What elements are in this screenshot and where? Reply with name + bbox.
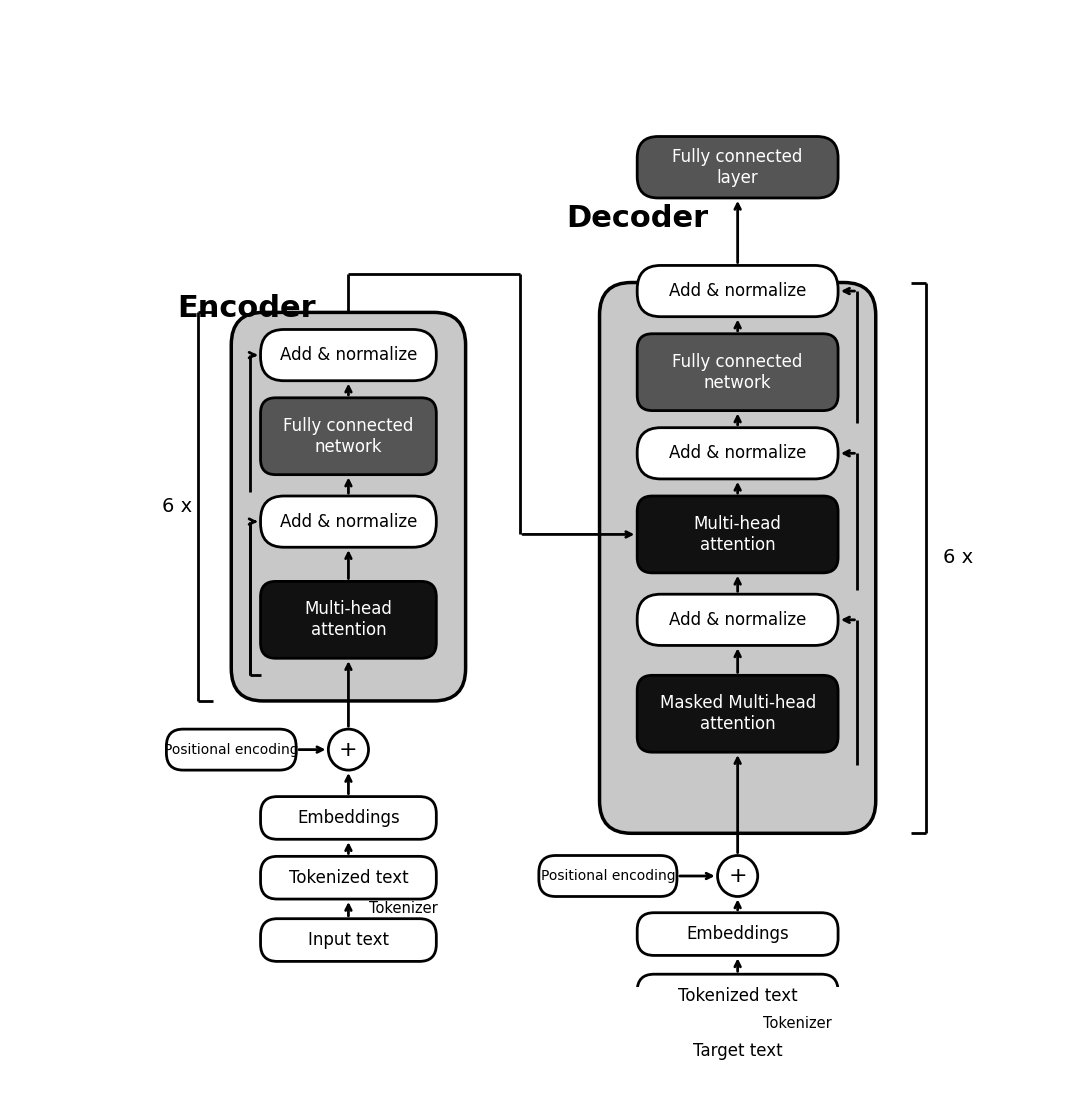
FancyBboxPatch shape bbox=[637, 496, 838, 573]
Text: Tokenized text: Tokenized text bbox=[678, 987, 797, 1005]
FancyBboxPatch shape bbox=[260, 918, 436, 962]
Text: Add & normalize: Add & normalize bbox=[669, 611, 807, 629]
FancyBboxPatch shape bbox=[637, 675, 838, 752]
Text: Embeddings: Embeddings bbox=[686, 925, 789, 943]
FancyBboxPatch shape bbox=[637, 265, 838, 317]
Text: Masked Multi-head
attention: Masked Multi-head attention bbox=[660, 694, 815, 733]
Text: Tokenizer: Tokenizer bbox=[369, 902, 438, 916]
FancyBboxPatch shape bbox=[637, 913, 838, 956]
Text: Multi-head
attention: Multi-head attention bbox=[305, 600, 392, 639]
Text: 6 x: 6 x bbox=[162, 497, 192, 516]
FancyBboxPatch shape bbox=[637, 428, 838, 479]
Text: Positional encoding: Positional encoding bbox=[541, 869, 675, 883]
FancyBboxPatch shape bbox=[260, 856, 436, 899]
Text: Embeddings: Embeddings bbox=[297, 808, 400, 827]
Text: Target text: Target text bbox=[693, 1042, 782, 1060]
Text: Add & normalize: Add & normalize bbox=[669, 282, 807, 301]
Text: Input text: Input text bbox=[308, 932, 389, 949]
Text: Decoder: Decoder bbox=[566, 204, 708, 233]
Text: +: + bbox=[339, 740, 357, 760]
Text: Tokenizer: Tokenizer bbox=[762, 1016, 832, 1030]
FancyBboxPatch shape bbox=[599, 283, 876, 833]
FancyBboxPatch shape bbox=[260, 329, 436, 380]
Text: Tokenized text: Tokenized text bbox=[288, 868, 408, 887]
FancyBboxPatch shape bbox=[260, 796, 436, 840]
FancyBboxPatch shape bbox=[166, 729, 296, 770]
Text: Positional encoding: Positional encoding bbox=[164, 743, 298, 756]
FancyBboxPatch shape bbox=[260, 496, 436, 547]
Text: Encoder: Encoder bbox=[177, 294, 315, 323]
FancyBboxPatch shape bbox=[260, 581, 436, 659]
Text: +: + bbox=[728, 866, 747, 886]
FancyBboxPatch shape bbox=[637, 334, 838, 410]
FancyBboxPatch shape bbox=[637, 1029, 838, 1072]
FancyBboxPatch shape bbox=[637, 974, 838, 1017]
Text: Fully connected
network: Fully connected network bbox=[673, 353, 802, 391]
FancyBboxPatch shape bbox=[637, 594, 838, 645]
FancyBboxPatch shape bbox=[231, 313, 465, 701]
Text: Fully connected
network: Fully connected network bbox=[283, 417, 414, 456]
Text: Add & normalize: Add & normalize bbox=[280, 346, 417, 364]
Text: 6 x: 6 x bbox=[943, 549, 973, 568]
FancyBboxPatch shape bbox=[260, 398, 436, 475]
Text: Add & normalize: Add & normalize bbox=[280, 512, 417, 530]
Text: Add & normalize: Add & normalize bbox=[669, 445, 807, 462]
FancyBboxPatch shape bbox=[539, 855, 677, 896]
Text: Multi-head
attention: Multi-head attention bbox=[693, 515, 782, 553]
FancyBboxPatch shape bbox=[637, 136, 838, 199]
Text: Fully connected
layer: Fully connected layer bbox=[673, 147, 802, 186]
